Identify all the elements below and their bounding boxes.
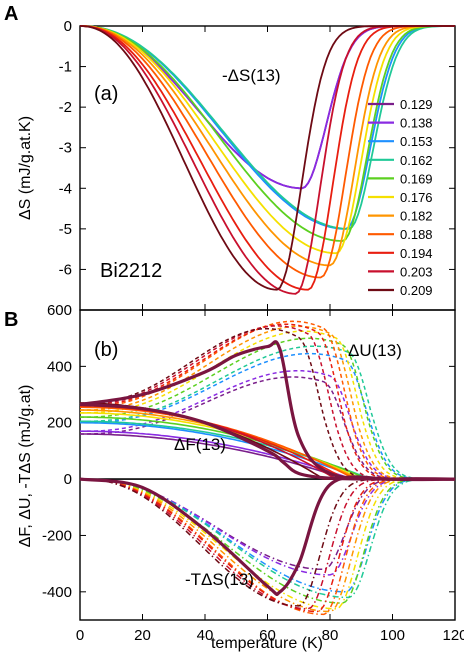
panel-b: -400 -200 0 200 400 600 0 20 40 60 80 100 120 (b) ΔU…: [17, 302, 464, 644]
material-label: Bi2212: [100, 260, 162, 282]
series-line-a-0.188: [80, 25, 455, 279]
y-tick-label-a: -6: [59, 261, 72, 278]
series-line-a-0.209: [79, 25, 455, 291]
series-line-TdS-0.153: [80, 478, 455, 593]
series-line-a-0.162: [80, 25, 455, 230]
x-axis-title: temperature (K): [211, 635, 323, 652]
series-line-TdS-0.203: [80, 478, 455, 610]
legend-label-0.209: 0.209: [400, 283, 433, 298]
y-tick-label-a: -2: [59, 99, 72, 116]
y-tick-label-a: -1: [59, 59, 72, 76]
x-tick-label: 40: [197, 627, 214, 644]
series-line-TdS-0.138: [80, 478, 455, 576]
panel-b-curves: [79, 320, 456, 616]
y-tick-label-a: -3: [59, 140, 72, 157]
legend-label-0.169: 0.169: [400, 171, 433, 186]
legend-label-0.203: 0.203: [400, 264, 433, 279]
series-line-TdS-0.169: [80, 478, 455, 604]
series-line-TdS-0.182: [80, 478, 455, 613]
annotation-TdS13: -TΔS(13): [185, 570, 254, 589]
x-tick-label: 60: [259, 627, 276, 644]
y-axis-title-b: ΔF, ΔU, -TΔS (mJ/g.at): [17, 385, 34, 548]
legend-label-0.138: 0.138: [400, 116, 433, 131]
legend-label-0.162: 0.162: [400, 153, 433, 168]
y-tick-label-a: -5: [59, 221, 72, 238]
y-tick-label-b: -200: [42, 527, 72, 544]
annotation-neg-dS13: -ΔS(13): [222, 66, 281, 85]
series-line-TdS-0.194: [80, 478, 455, 613]
series-line-a-0.176: [80, 25, 455, 255]
legend-label-0.153: 0.153: [400, 134, 433, 149]
y-tick-label-b: 200: [47, 415, 72, 432]
panel-a-ticks: 0 -1 -2 -3 -4 -5 -6: [59, 18, 456, 311]
y-axis-title-a: ΔS (mJ/g.at.K): [17, 116, 34, 220]
y-tick-label-b: -400: [42, 584, 72, 601]
series-line-TdS-0.176: [80, 478, 455, 610]
x-tick-label: 100: [380, 627, 405, 644]
panel-a-letter: A: [4, 3, 18, 25]
legend-label-0.194: 0.194: [400, 246, 433, 261]
series-line-a-0.182: [80, 25, 455, 267]
x-tick-label: 80: [322, 627, 339, 644]
y-tick-label-b: 400: [47, 358, 72, 375]
annotation-dU13: ΔU(13): [348, 341, 402, 360]
series-line-dU-0.188: [80, 320, 455, 480]
series-line-TdS-0.162: [80, 478, 455, 599]
panel-a: 0 -1 -2 -3 -4 -5 -6 (a) -ΔS(13) Bi2212 ΔS (mJ/…: [17, 18, 456, 311]
x-tick-label: 0: [76, 627, 84, 644]
legend: 0.129 0.138 0.153 0.162 0.169 0.176 0.182 0.188…: [368, 97, 433, 298]
legend-label-0.129: 0.129: [400, 97, 433, 112]
x-tick-label: 120: [442, 627, 464, 644]
subplot-label-b: (b): [94, 339, 118, 361]
annotation-dF13: ΔF(13): [174, 435, 226, 454]
series-line-a-0.169: [80, 25, 455, 242]
series-line-TdS13: [79, 475, 456, 597]
legend-label-0.182: 0.182: [400, 209, 433, 224]
subplot-label-a: (a): [94, 83, 118, 105]
legend-label-0.188: 0.188: [400, 227, 433, 242]
y-tick-label-b: 0: [64, 471, 72, 488]
x-tick-label: 20: [134, 627, 151, 644]
y-tick-label-a: 0: [64, 18, 72, 35]
series-line-dU-0.182: [80, 325, 455, 480]
panel-b-letter: B: [4, 309, 18, 331]
panel-a-curves: [79, 25, 455, 295]
legend-label-0.176: 0.176: [400, 190, 433, 205]
y-tick-label-b: 600: [47, 302, 72, 319]
series-line-dU-0.176: [80, 330, 455, 480]
series-line-dU-0.129: [80, 376, 455, 480]
y-tick-label-a: -4: [59, 180, 72, 197]
